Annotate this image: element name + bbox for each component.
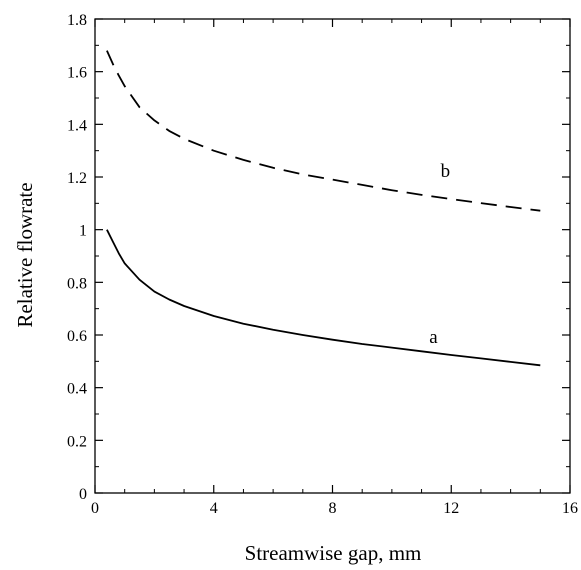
y-tick-label: 1.2	[67, 170, 87, 187]
x-tick-label: 12	[443, 500, 459, 517]
series-label-b: b	[441, 161, 451, 182]
x-tick-label: 4	[210, 500, 218, 517]
y-tick-label: 0.2	[67, 433, 87, 450]
plot-frame	[94, 18, 571, 494]
y-axis-title: Relative flowrate	[13, 182, 37, 327]
x-tick-label: 16	[562, 500, 578, 517]
y-tick-label: 0.6	[67, 328, 87, 345]
series-line-b	[106, 50, 541, 212]
series-line-a	[106, 229, 541, 367]
x-tick-label: 0	[91, 500, 99, 517]
x-axis-title: Streamwise gap, mm	[245, 541, 422, 565]
y-tick-label: 1.6	[67, 65, 87, 82]
y-tick-label: 0.4	[67, 381, 87, 398]
x-tick-label: 8	[329, 500, 337, 517]
y-tick-label: 1.4	[67, 117, 87, 134]
y-tick-label: 0.8	[67, 275, 87, 292]
y-tick-label: 1	[79, 223, 87, 240]
y-tick-label: 0	[79, 486, 87, 503]
series-label-a: a	[429, 327, 438, 348]
y-tick-label: 1.8	[67, 12, 87, 29]
